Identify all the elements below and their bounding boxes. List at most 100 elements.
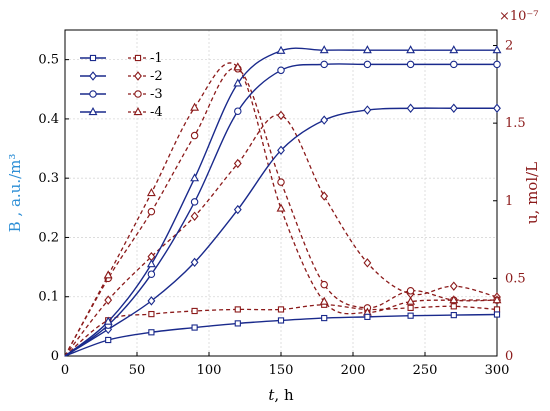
y-left-tick-label: 0.1 bbox=[38, 290, 59, 305]
u-series-point-1 bbox=[191, 307, 198, 315]
right-axis-multiplier: ×10⁻⁷ bbox=[499, 9, 539, 24]
u-series-point-1 bbox=[450, 303, 457, 310]
b-series-point-1 bbox=[191, 324, 198, 331]
x-axis-label-rest: , h bbox=[274, 386, 294, 404]
b-series-point-3 bbox=[493, 60, 501, 69]
y-right-tick-label: 0.5 bbox=[505, 271, 526, 286]
u-series-point-2 bbox=[363, 258, 372, 268]
legend-b-marker-1 bbox=[89, 54, 97, 62]
b-series-point-4 bbox=[276, 45, 286, 54]
y-left-tick-label: 0.2 bbox=[38, 230, 59, 245]
u-series-line-3 bbox=[64, 67, 498, 357]
b-series-point-4 bbox=[362, 45, 372, 54]
b-series-point-1 bbox=[364, 313, 371, 320]
legend-u-marker-3 bbox=[134, 90, 142, 98]
u-series-point-3 bbox=[147, 207, 156, 216]
y-left-tick-label: 0 bbox=[51, 349, 59, 364]
b-series-point-3 bbox=[363, 60, 372, 69]
b-series-point-2 bbox=[363, 105, 372, 115]
b-series-point-2 bbox=[449, 103, 458, 113]
b-series-point-4 bbox=[190, 173, 200, 182]
legend-b-marker-2 bbox=[89, 71, 97, 81]
b-series-point-3 bbox=[406, 60, 415, 69]
u-series-point-2 bbox=[104, 295, 113, 305]
u-series-line-2 bbox=[64, 114, 498, 357]
x-tick-label: 150 bbox=[269, 363, 294, 378]
b-series-point-3 bbox=[277, 66, 285, 75]
b-series-point-2 bbox=[233, 204, 242, 215]
u-series-point-1 bbox=[234, 306, 241, 313]
b-series-point-3 bbox=[147, 270, 156, 278]
b-series-point-1 bbox=[148, 329, 155, 336]
b-series-point-4 bbox=[492, 45, 502, 54]
u-series-point-3 bbox=[320, 280, 328, 289]
b-series-point-4 bbox=[449, 45, 459, 54]
legend-b-marker-4 bbox=[88, 107, 98, 116]
u-series-point-4 bbox=[449, 295, 459, 304]
x-tick-label: 0 bbox=[61, 363, 69, 378]
b-series-line-4 bbox=[64, 47, 497, 357]
x-tick-label: 300 bbox=[485, 363, 510, 378]
legend-u-marker-4 bbox=[133, 107, 143, 116]
b-series-point-4 bbox=[103, 316, 113, 325]
b-series-point-3 bbox=[190, 198, 199, 206]
b-series-point-3 bbox=[450, 60, 458, 69]
legend-label-4: -4 bbox=[150, 105, 163, 120]
u-series-point-1 bbox=[277, 306, 285, 313]
legend-u-marker-2 bbox=[134, 71, 142, 81]
b-series-point-4 bbox=[406, 45, 416, 54]
u-series-point-1 bbox=[407, 304, 414, 311]
u-series-point-4 bbox=[319, 296, 329, 305]
x-tick-label: 200 bbox=[341, 363, 366, 378]
b-series-point-2 bbox=[493, 103, 501, 113]
series-b bbox=[64, 45, 502, 357]
legend-b-marker-3 bbox=[89, 90, 97, 98]
legend-label-3: -3 bbox=[150, 87, 163, 102]
b-series-point-1 bbox=[105, 336, 112, 344]
b-series-point-3 bbox=[320, 60, 328, 69]
b-series-point-2 bbox=[406, 103, 415, 113]
u-series-point-3 bbox=[406, 287, 415, 295]
b-series-point-1 bbox=[450, 311, 457, 319]
y-left-tick-label: 0.5 bbox=[38, 53, 59, 68]
b-series-point-2 bbox=[277, 145, 285, 156]
u-series-point-4 bbox=[233, 62, 243, 71]
x-tick-label: 250 bbox=[413, 363, 438, 378]
y-right-tick-label: 1.5 bbox=[505, 116, 526, 131]
y-axis-label-left: B , a.u./m³ bbox=[6, 154, 24, 233]
x-tick-label: 100 bbox=[197, 363, 222, 378]
u-series-line-4 bbox=[64, 62, 498, 357]
b-series-point-1 bbox=[493, 311, 501, 318]
y-right-tick-label: 2 bbox=[505, 39, 513, 54]
ticks: 0 50 100 150 200 250 30000.10.20.30.40.500.511… bbox=[38, 39, 525, 378]
b-series-point-4 bbox=[146, 259, 156, 268]
legend-u-marker-1 bbox=[134, 54, 142, 62]
b-series-point-1 bbox=[234, 320, 241, 327]
u-series-point-2 bbox=[190, 211, 199, 221]
u-series-point-2 bbox=[449, 281, 458, 291]
b-series-point-2 bbox=[320, 115, 329, 125]
b-series-point-4 bbox=[233, 78, 243, 87]
legend-label-2: -2 bbox=[150, 69, 163, 84]
u-series-point-4 bbox=[276, 203, 286, 212]
b-series-point-2 bbox=[147, 296, 156, 306]
x-axis-label-italic: t bbox=[268, 386, 275, 404]
u-series-point-4 bbox=[146, 188, 156, 197]
y-left-tick-label: 0.3 bbox=[38, 171, 59, 186]
u-series-point-1 bbox=[148, 310, 155, 318]
u-series-point-2 bbox=[233, 158, 242, 169]
b-series-point-4 bbox=[319, 45, 329, 54]
u-series-point-2 bbox=[277, 110, 285, 121]
series-u bbox=[64, 62, 502, 357]
u-series-point-1 bbox=[493, 306, 501, 313]
u-series-point-4 bbox=[492, 295, 502, 304]
b-series-point-1 bbox=[277, 317, 285, 324]
u-series-point-4 bbox=[103, 270, 113, 279]
x-axis-label: t, h bbox=[268, 386, 294, 404]
u-series-point-4 bbox=[190, 102, 200, 111]
u-series-point-4 bbox=[406, 296, 416, 305]
y-axis-label-right: u, mol/L bbox=[523, 162, 541, 224]
b-series-line-3 bbox=[64, 63, 497, 357]
b-series-point-1 bbox=[407, 312, 414, 319]
